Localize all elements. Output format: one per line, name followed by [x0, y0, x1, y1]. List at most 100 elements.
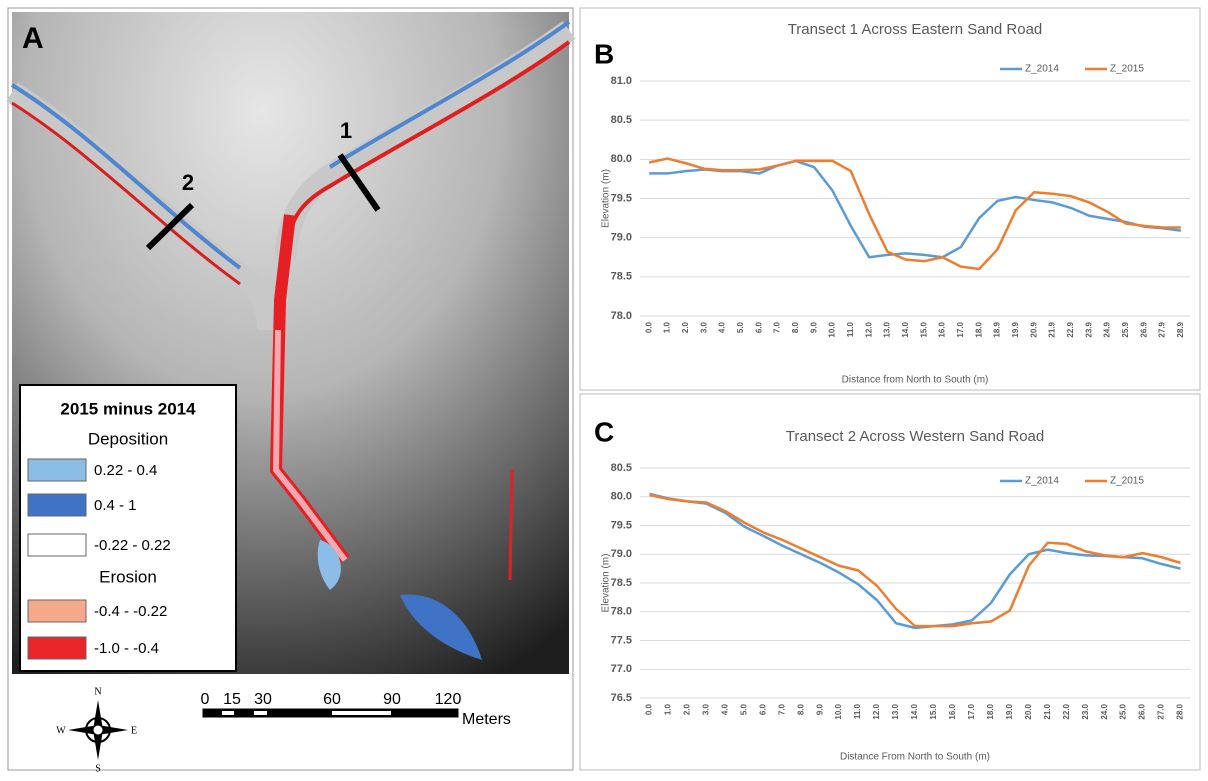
- legend-label: 0.4 - 1: [94, 497, 137, 514]
- x-tick-label: 15.0: [919, 321, 928, 337]
- line-series: [649, 492, 1181, 630]
- compass-label: N: [94, 686, 101, 697]
- x-axis-title: Distance from North to South (m): [842, 375, 989, 386]
- x-tick-label: 5.0: [739, 703, 748, 715]
- y-tick-label: 81.0: [611, 75, 632, 87]
- x-tick-label: 0.0: [644, 321, 653, 333]
- panel-label: C: [594, 416, 614, 447]
- x-tick-label: 24.0: [1100, 703, 1109, 719]
- y-tick-label: 80.0: [611, 153, 632, 165]
- y-tick-label: 79.5: [611, 192, 632, 204]
- x-tick-label: 25.0: [1119, 703, 1128, 719]
- transect-label: 1: [340, 118, 352, 143]
- y-tick-label: 78.0: [611, 606, 632, 618]
- legend-label: -0.4 - -0.22: [94, 603, 167, 620]
- x-tick-label: 9.0: [815, 703, 824, 715]
- legend-swatch: [27, 493, 87, 517]
- y-tick-label: 79.5: [611, 519, 632, 531]
- x-tick-label: 1.0: [664, 703, 673, 715]
- panel-c-frame: [579, 393, 1201, 771]
- x-tick-label: 11.0: [846, 321, 855, 337]
- compass-label: E: [131, 725, 137, 736]
- transect-label: 2: [182, 170, 194, 195]
- x-tick-label: 19.9: [1011, 321, 1020, 337]
- x-tick-label: 12.0: [872, 703, 881, 719]
- x-tick-label: 23.9: [1084, 321, 1093, 337]
- x-tick-label: 16.0: [948, 703, 957, 719]
- compass: [68, 700, 128, 760]
- x-tick-label: 25.9: [1121, 321, 1130, 337]
- y-tick-label: 77.0: [611, 663, 632, 675]
- compass-label: W: [56, 725, 66, 736]
- map-features: [6, 20, 576, 660]
- y-tick-label: 77.5: [611, 634, 632, 646]
- y-tick-label: 80.5: [611, 114, 632, 126]
- panel-label: A: [22, 22, 44, 55]
- legend-title: 2015 minus 2014: [60, 399, 196, 418]
- x-tick-label: 24.9: [1103, 321, 1112, 337]
- x-tick-label: 19.0: [1005, 703, 1014, 719]
- x-tick-label: 14.0: [910, 703, 919, 719]
- scale-label: 0: [201, 691, 210, 708]
- x-tick-label: 3.0: [699, 321, 708, 333]
- x-tick-label: 1.0: [663, 321, 672, 333]
- x-tick-label: 13.0: [883, 321, 892, 337]
- x-tick-label: 18.0: [986, 703, 995, 719]
- y-tick-label: 78.0: [611, 310, 632, 322]
- legend-group: Deposition: [88, 429, 168, 448]
- x-tick-label: 0.0: [645, 703, 654, 715]
- scale-bar: [202, 708, 459, 718]
- compass-label: S: [95, 763, 101, 774]
- x-tick-label: 17.0: [967, 703, 976, 719]
- x-tick-label: 6.0: [758, 703, 767, 715]
- x-tick-label: 2.0: [683, 703, 692, 715]
- x-tick-label: 26.0: [1138, 703, 1147, 719]
- x-tick-label: 2.0: [681, 321, 690, 333]
- x-tick-label: 21.0: [1043, 703, 1052, 719]
- x-tick-label: 6.0: [754, 321, 763, 333]
- legend-label: Z_2015: [1110, 64, 1144, 75]
- x-tick-label: 26.9: [1139, 321, 1148, 337]
- x-tick-label: 12.0: [864, 321, 873, 337]
- x-tick-label: 11.0: [853, 703, 862, 719]
- y-tick-label: 79.0: [611, 232, 632, 244]
- x-tick-label: 4.0: [718, 321, 727, 333]
- x-tick-label: 20.0: [1024, 703, 1033, 719]
- x-tick-label: 7.0: [777, 703, 786, 715]
- legend-swatch: [27, 458, 87, 482]
- legend-label: -0.22 - 0.22: [94, 537, 171, 554]
- x-tick-label: 22.9: [1066, 321, 1075, 337]
- legend-label: -1.0 - -0.4: [94, 640, 159, 657]
- y-tick-label: 80.5: [611, 462, 632, 474]
- legend-swatch: [27, 599, 87, 623]
- legend-label: Z_2015: [1110, 476, 1144, 487]
- scale-label: 60: [323, 691, 341, 708]
- scale-label: 30: [254, 691, 272, 708]
- x-tick-label: 13.0: [891, 703, 900, 719]
- legend-label: Z_2014: [1025, 476, 1059, 487]
- x-tick-label: 21.9: [1048, 321, 1057, 337]
- x-tick-label: 18.9: [993, 321, 1002, 337]
- y-tick-label: 76.5: [611, 692, 632, 704]
- x-tick-label: 27.0: [1157, 703, 1166, 719]
- legend-group: Erosion: [99, 567, 157, 586]
- x-tick-label: 16.0: [938, 321, 947, 337]
- x-tick-label: 3.0: [701, 703, 710, 715]
- x-tick-label: 8.0: [791, 321, 800, 333]
- legend-swatch: [27, 533, 87, 557]
- line-series: [649, 493, 1181, 628]
- x-tick-label: 5.0: [736, 321, 745, 333]
- y-tick-label: 79.0: [611, 548, 632, 560]
- scale-label: 15: [223, 691, 241, 708]
- chart-title: Transect 1 Across Eastern Sand Road: [788, 21, 1043, 38]
- x-tick-label: 9.0: [809, 321, 818, 333]
- scale-label: 90: [383, 691, 401, 708]
- x-tick-label: 23.0: [1081, 703, 1090, 719]
- x-tick-label: 18.0: [974, 321, 983, 337]
- x-tick-label: 14.0: [901, 321, 910, 337]
- chart-title: Transect 2 Across Western Sand Road: [786, 428, 1044, 445]
- map-legend: [19, 384, 237, 672]
- x-tick-label: 28.9: [1176, 321, 1185, 337]
- x-axis-title: Distance From North to South (m): [840, 752, 990, 763]
- panel-label: B: [594, 38, 614, 69]
